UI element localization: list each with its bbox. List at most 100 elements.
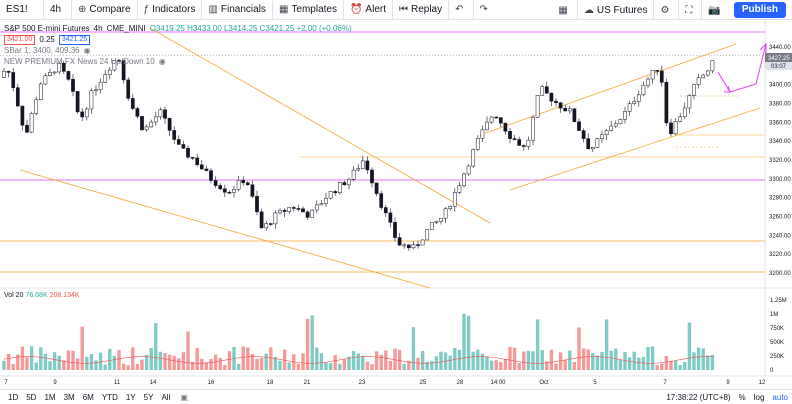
candle-up <box>89 90 94 110</box>
templates-button[interactable]: ▦ Templates <box>273 0 344 20</box>
volume-bar <box>177 358 181 370</box>
candle-up <box>34 99 39 114</box>
range-button[interactable]: All <box>161 392 171 402</box>
price-chart[interactable]: 3440.003420.003400.003380.003360.003340.… <box>0 20 792 390</box>
indicators-button[interactable]: ƒ Indicators <box>138 0 203 20</box>
calendar-icon[interactable]: ▣ <box>180 392 188 402</box>
clock[interactable]: 17:38:22 (UTC+8) <box>666 392 731 402</box>
range-button[interactable]: 5Y <box>143 392 154 402</box>
volume-bar <box>370 364 374 370</box>
volume-bar <box>319 353 324 370</box>
eye-icon[interactable]: ◉ <box>83 46 91 55</box>
volume-bar <box>328 363 333 370</box>
volume-bar <box>706 355 710 370</box>
range-button[interactable]: 1M <box>44 392 56 402</box>
candle-up <box>153 116 158 123</box>
eye-icon[interactable]: ◉ <box>158 57 166 66</box>
volume-bar <box>158 351 163 370</box>
financials-button[interactable]: ▥ Financials <box>202 0 273 20</box>
candle-down <box>163 109 167 119</box>
interval-button[interactable]: 4h <box>44 0 72 20</box>
volume-bar <box>356 353 360 370</box>
range-button[interactable]: YTD <box>101 392 118 402</box>
range-button[interactable]: 1Y <box>125 392 136 402</box>
candle-down <box>190 156 195 159</box>
time-tick-label: 28 <box>457 380 464 386</box>
fullscreen-button[interactable]: ⛶ <box>679 0 703 20</box>
candle-down <box>268 223 273 225</box>
instrument-select[interactable]: ☁ US Futures <box>578 0 655 20</box>
candle-down <box>75 91 80 113</box>
candle-up <box>439 217 443 222</box>
plus-circle-icon: ⊕ <box>78 4 87 15</box>
price-tick-label: 3360.00 <box>769 120 791 126</box>
candle-down <box>669 122 673 135</box>
layout-button[interactable]: ▦ <box>552 0 578 20</box>
alert-button[interactable]: ⏰ Alert <box>344 0 393 20</box>
candle-down <box>521 145 526 147</box>
candle-down <box>80 111 85 118</box>
volume-bar <box>641 356 646 370</box>
redo-button[interactable]: ↷ <box>474 0 497 20</box>
volume-bar <box>57 355 61 370</box>
candle-up <box>489 116 494 123</box>
compare-button[interactable]: ⊕ Compare <box>72 0 138 20</box>
candle-up <box>38 83 43 100</box>
indicators-icon: ƒ <box>143 4 150 15</box>
snapshot-button[interactable]: 📷 <box>702 0 729 20</box>
symbol-search[interactable]: ES1! <box>0 0 44 20</box>
volume-bar <box>204 362 209 370</box>
candle-up <box>480 129 485 139</box>
candle-up <box>287 207 292 212</box>
volume-bar <box>457 349 462 370</box>
volume-bar <box>117 350 121 370</box>
range-button[interactable]: 6M <box>82 392 94 402</box>
volume-bar <box>108 348 112 370</box>
candle-up <box>144 126 149 131</box>
candle-up <box>682 107 687 118</box>
price-tick-label: 3280.00 <box>769 196 791 202</box>
volume-bar <box>338 363 342 370</box>
undo-button[interactable]: ↶ <box>449 0 474 20</box>
volume-bar <box>384 350 388 370</box>
volume-bar <box>98 352 103 370</box>
volume-bar <box>282 349 287 370</box>
range-button[interactable]: 1D <box>8 392 19 402</box>
candle-up <box>443 208 448 219</box>
volume-bar <box>236 363 241 370</box>
price-tick-label: 3260.00 <box>769 215 791 221</box>
volume-bar <box>361 355 365 370</box>
projection-arrowhead-2 <box>724 85 731 93</box>
replay-button[interactable]: ⏮ Replay <box>393 0 450 20</box>
volume-value-2: 208.134K <box>49 292 80 299</box>
time-tick-label: 5 <box>593 380 597 386</box>
gear-icon: ⚙ <box>660 4 670 16</box>
volume-bar <box>572 362 577 370</box>
settings-button[interactable]: ⚙ <box>654 0 680 20</box>
publish-button[interactable]: Publish <box>733 2 786 18</box>
legend-ohlc: O3419.25 H3433.00 L3414.25 C3421.25 +2.0… <box>149 24 352 33</box>
templates-icon: ▦ <box>278 4 289 15</box>
volume-value-1: 76.68K <box>25 292 48 299</box>
volume-bar <box>195 347 199 370</box>
volume-ma-line <box>3 356 713 364</box>
candle-up <box>466 165 471 175</box>
log-toggle[interactable]: log <box>753 392 765 402</box>
volume-bar <box>411 327 416 370</box>
percent-toggle[interactable]: % <box>738 392 746 402</box>
ask-badge[interactable]: 3421.25 <box>58 34 91 45</box>
volume-bar <box>416 357 420 370</box>
time-tick-label: 18 <box>267 380 274 386</box>
auto-toggle[interactable]: auto <box>772 392 788 402</box>
bid-badge[interactable]: 3421.00 <box>4 34 36 45</box>
volume-bar <box>246 347 250 370</box>
range-button[interactable]: 5D <box>26 392 37 402</box>
range-button[interactable]: 3M <box>63 392 75 402</box>
volume-bar <box>167 354 172 370</box>
candle-up <box>337 182 342 194</box>
candle-down <box>213 180 218 186</box>
volume-bar <box>393 348 397 370</box>
candle-down <box>255 196 259 213</box>
fullscreen-icon: ⛶ <box>685 4 693 16</box>
candle-down <box>586 138 591 150</box>
